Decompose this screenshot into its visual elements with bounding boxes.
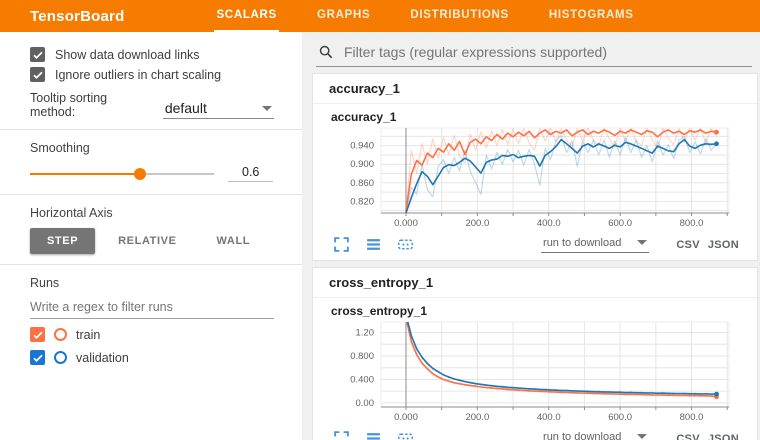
sidebar: Show data download links Ignore outliers… — [0, 32, 302, 440]
svg-text:600.0: 600.0 — [608, 218, 632, 229]
svg-text:0.000: 0.000 — [394, 218, 418, 229]
show-download-links-checkbox[interactable]: Show data download links — [30, 47, 274, 62]
svg-text:0.940: 0.940 — [350, 141, 374, 152]
section-header-accuracy[interactable]: accuracy_1 — [313, 74, 757, 104]
tab-graphs[interactable]: GRAPHS — [316, 9, 371, 21]
json-link[interactable]: JSON — [707, 432, 739, 440]
search-icon — [319, 45, 333, 59]
run-color-circle-icon — [54, 351, 67, 364]
accuracy-chart[interactable]: 0.820 0.860 0.900 0.940 0.000 200.0 400.0 600.0… — [319, 124, 751, 236]
expand-chart-icon[interactable] — [333, 236, 350, 253]
svg-text:0.400: 0.400 — [350, 374, 374, 385]
slider-thumb[interactable] — [134, 168, 147, 180]
chart-toolbar: run to download CSV JSON — [319, 430, 751, 440]
section-cross-entropy: cross_entropy_1 cross_entropy_1 0.00 0.40… — [312, 267, 758, 440]
chart-toolbar: run to download CSV JSON — [319, 236, 751, 258]
json-link[interactable]: JSON — [707, 238, 739, 251]
runs-label: Runs — [30, 276, 60, 290]
tab-bar: SCALARS GRAPHS DISTRIBUTIONS HISTOGRAMS — [214, 0, 635, 32]
toggle-y-axis-icon[interactable] — [365, 236, 382, 253]
svg-text:200.0: 200.0 — [465, 218, 489, 229]
run-item-train[interactable]: train — [30, 327, 274, 342]
run-checkbox-icon — [30, 350, 45, 365]
svg-text:800.0: 800.0 — [680, 218, 704, 229]
slider-fill — [30, 173, 141, 175]
chevron-down-icon — [637, 240, 648, 245]
tab-histograms[interactable]: HISTOGRAMS — [548, 9, 634, 21]
topbar: TensorBoard SCALARS GRAPHS DISTRIBUTIONS… — [0, 0, 760, 32]
tooltip-sort-value: default — [164, 100, 207, 116]
toggle-y-axis-icon[interactable] — [365, 430, 382, 440]
run-to-download-dropdown[interactable]: run to download — [541, 236, 650, 253]
chart-title: accuracy_1 — [331, 110, 397, 124]
smoothing-label: Smoothing — [30, 141, 90, 155]
svg-text:400.0: 400.0 — [537, 412, 561, 423]
fit-domain-icon[interactable] — [397, 236, 414, 253]
checkbox-checked-icon — [30, 67, 45, 82]
checkbox-label: Show data download links — [55, 47, 200, 62]
svg-text:0.800: 0.800 — [350, 351, 374, 362]
svg-text:0.820: 0.820 — [350, 196, 374, 207]
svg-text:600.0: 600.0 — [608, 412, 632, 423]
axis-step-button[interactable]: STEP — [30, 228, 96, 254]
checkbox-checked-icon — [30, 47, 45, 62]
section-accuracy: accuracy_1 accuracy_1 0.820 0.860 0.900 0.9… — [312, 73, 758, 261]
tooltip-sort-dropdown[interactable]: default — [162, 100, 274, 119]
tab-scalars[interactable]: SCALARS — [214, 0, 279, 32]
run-label: validation — [76, 350, 129, 365]
svg-text:400.0: 400.0 — [537, 218, 561, 229]
app-title: TensorBoard — [30, 7, 125, 25]
run-color-circle-icon — [54, 328, 67, 341]
csv-link[interactable]: CSV — [676, 432, 700, 440]
axis-relative-button[interactable]: RELATIVE — [101, 228, 193, 254]
csv-link[interactable]: CSV — [676, 238, 700, 251]
cross-entropy-chart[interactable]: 0.00 0.400 0.800 1.20 0.000 200.0 400.0 600.0 80… — [319, 318, 751, 430]
smoothing-slider[interactable] — [30, 167, 214, 180]
svg-text:0.900: 0.900 — [350, 159, 374, 170]
chart-title: cross_entropy_1 — [331, 304, 428, 318]
runs-filter-input[interactable] — [30, 299, 274, 319]
smoothing-value[interactable]: 0.6 — [228, 165, 274, 182]
svg-text:1.20: 1.20 — [356, 328, 375, 339]
run-label: train — [76, 327, 101, 342]
checkbox-label: Ignore outliers in chart scaling — [55, 67, 222, 82]
download-label: run to download — [543, 236, 622, 249]
svg-text:0.00: 0.00 — [356, 398, 375, 409]
run-checkbox-icon — [30, 327, 45, 342]
tab-distributions[interactable]: DISTRIBUTIONS — [410, 9, 509, 21]
run-to-download-dropdown[interactable]: run to download — [541, 431, 649, 440]
tag-filter-input[interactable] — [342, 43, 750, 61]
fit-domain-icon[interactable] — [397, 430, 414, 440]
dashboard: accuracy_1 accuracy_1 0.820 0.860 0.900 0.9… — [302, 32, 760, 440]
download-label: run to download — [543, 430, 622, 440]
chevron-down-icon — [262, 105, 272, 111]
expand-chart-icon[interactable] — [333, 430, 350, 440]
axis-wall-button[interactable]: WALL — [200, 228, 268, 254]
tag-filter — [316, 40, 752, 67]
svg-text:800.0: 800.0 — [680, 412, 704, 423]
run-item-validation[interactable]: validation — [30, 350, 274, 365]
horizontal-axis-label: Horizontal Axis — [30, 206, 113, 220]
svg-text:0.860: 0.860 — [350, 178, 374, 189]
section-header-cross-entropy[interactable]: cross_entropy_1 — [313, 268, 757, 298]
ignore-outliers-checkbox[interactable]: Ignore outliers in chart scaling — [30, 67, 274, 82]
svg-text:200.0: 200.0 — [465, 412, 489, 423]
chevron-down-icon — [637, 434, 648, 439]
tooltip-sort-label: Tooltip sorting method: — [30, 91, 108, 119]
svg-text:0.000: 0.000 — [394, 412, 418, 423]
